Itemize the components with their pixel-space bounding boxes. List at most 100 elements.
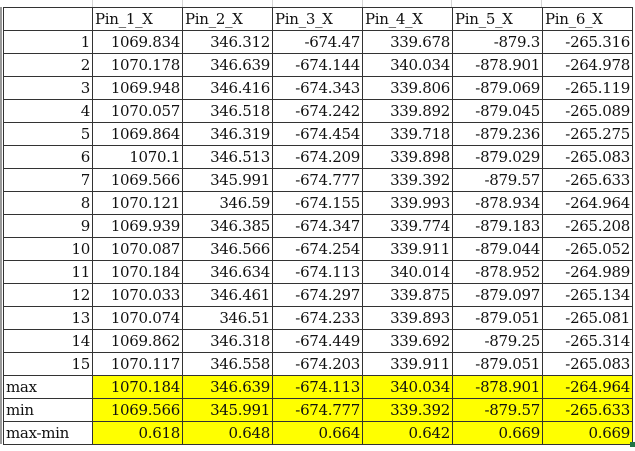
row-label[interactable]: 6: [3, 145, 93, 169]
cell[interactable]: -265.119: [542, 76, 633, 100]
cell[interactable]: 0.669: [452, 421, 543, 445]
column-header[interactable]: Pin_1_X: [92, 7, 183, 31]
cell[interactable]: 339.898: [362, 145, 453, 169]
cell[interactable]: 346.51: [182, 306, 273, 330]
cell[interactable]: 1070.121: [92, 191, 183, 215]
column-header[interactable]: Pin_2_X: [182, 7, 273, 31]
cell[interactable]: 346.513: [182, 145, 273, 169]
cell[interactable]: -674.347: [272, 214, 363, 238]
cell[interactable]: 1069.566: [92, 398, 183, 422]
cell[interactable]: 339.893: [362, 306, 453, 330]
cell[interactable]: 339.774: [362, 214, 453, 238]
row-label[interactable]: 14: [3, 329, 93, 353]
cell[interactable]: 345.991: [182, 398, 273, 422]
cell[interactable]: 339.392: [362, 168, 453, 192]
cell[interactable]: 0.618: [92, 421, 183, 445]
cell[interactable]: 1070.057: [92, 99, 183, 123]
cell[interactable]: 346.634: [182, 260, 273, 284]
cell[interactable]: 0.648: [182, 421, 273, 445]
cell[interactable]: -879.051: [452, 352, 543, 376]
row-label[interactable]: 3: [3, 76, 93, 100]
cell[interactable]: -674.777: [272, 398, 363, 422]
cell[interactable]: 0.664: [272, 421, 363, 445]
row-label[interactable]: max: [3, 375, 93, 399]
cell[interactable]: -265.314: [542, 329, 633, 353]
cell[interactable]: -879.183: [452, 214, 543, 238]
cell[interactable]: 346.59: [182, 191, 273, 215]
cell[interactable]: 346.416: [182, 76, 273, 100]
cell[interactable]: -879.25: [452, 329, 543, 353]
cell[interactable]: 346.385: [182, 214, 273, 238]
cell[interactable]: 1069.566: [92, 168, 183, 192]
cell[interactable]: -265.633: [542, 398, 633, 422]
cell[interactable]: -879.044: [452, 237, 543, 261]
cell[interactable]: -264.964: [542, 375, 633, 399]
cell[interactable]: 340.014: [362, 260, 453, 284]
row-label[interactable]: 7: [3, 168, 93, 192]
cell[interactable]: 339.392: [362, 398, 453, 422]
cell[interactable]: 1069.862: [92, 329, 183, 353]
cell[interactable]: -674.113: [272, 260, 363, 284]
column-header[interactable]: [3, 7, 93, 31]
row-label[interactable]: 12: [3, 283, 93, 307]
cell[interactable]: -265.316: [542, 30, 633, 54]
cell[interactable]: 339.806: [362, 76, 453, 100]
cell[interactable]: -879.097: [452, 283, 543, 307]
cell[interactable]: 1070.033: [92, 283, 183, 307]
cell[interactable]: -674.449: [272, 329, 363, 353]
cell[interactable]: 1069.864: [92, 122, 183, 146]
cell[interactable]: -265.083: [542, 352, 633, 376]
cell[interactable]: 1070.184: [92, 260, 183, 284]
column-header[interactable]: Pin_3_X: [272, 7, 363, 31]
row-label[interactable]: 1: [3, 30, 93, 54]
cell[interactable]: -674.144: [272, 53, 363, 77]
cell[interactable]: 340.034: [362, 53, 453, 77]
cell[interactable]: 1070.1: [92, 145, 183, 169]
cell[interactable]: 346.566: [182, 237, 273, 261]
cell[interactable]: -265.208: [542, 214, 633, 238]
cell[interactable]: 0.642: [362, 421, 453, 445]
cell[interactable]: 339.875: [362, 283, 453, 307]
row-label[interactable]: 2: [3, 53, 93, 77]
cell[interactable]: -674.155: [272, 191, 363, 215]
row-label[interactable]: 5: [3, 122, 93, 146]
cell[interactable]: 339.993: [362, 191, 453, 215]
cell[interactable]: -878.934: [452, 191, 543, 215]
cell[interactable]: -674.454: [272, 122, 363, 146]
cell[interactable]: -674.297: [272, 283, 363, 307]
column-header[interactable]: Pin_6_X: [542, 7, 633, 31]
cell[interactable]: 346.518: [182, 99, 273, 123]
cell[interactable]: 346.461: [182, 283, 273, 307]
cell[interactable]: 1070.184: [92, 375, 183, 399]
cell[interactable]: 339.692: [362, 329, 453, 353]
row-label[interactable]: 15: [3, 352, 93, 376]
cell[interactable]: 339.911: [362, 352, 453, 376]
cell[interactable]: -264.989: [542, 260, 633, 284]
row-label[interactable]: 9: [3, 214, 93, 238]
cell[interactable]: -265.134: [542, 283, 633, 307]
cell[interactable]: -264.964: [542, 191, 633, 215]
cell[interactable]: -674.343: [272, 76, 363, 100]
cell[interactable]: 1069.834: [92, 30, 183, 54]
cell[interactable]: 1070.087: [92, 237, 183, 261]
cell[interactable]: -265.081: [542, 306, 633, 330]
cell[interactable]: -674.254: [272, 237, 363, 261]
cell[interactable]: 340.034: [362, 375, 453, 399]
cell[interactable]: 346.312: [182, 30, 273, 54]
cell[interactable]: -879.3: [452, 30, 543, 54]
row-label[interactable]: 10: [3, 237, 93, 261]
row-label[interactable]: min: [3, 398, 93, 422]
cell[interactable]: 346.319: [182, 122, 273, 146]
cell[interactable]: -674.47: [272, 30, 363, 54]
cell[interactable]: 1070.074: [92, 306, 183, 330]
row-label[interactable]: 13: [3, 306, 93, 330]
cell[interactable]: -674.113: [272, 375, 363, 399]
cell[interactable]: 1070.117: [92, 352, 183, 376]
row-label[interactable]: 4: [3, 99, 93, 123]
row-label[interactable]: max-min: [3, 421, 93, 445]
column-header[interactable]: Pin_5_X: [452, 7, 543, 31]
cell[interactable]: 346.558: [182, 352, 273, 376]
cell[interactable]: -879.57: [452, 168, 543, 192]
cell[interactable]: -879.029: [452, 145, 543, 169]
cell[interactable]: 346.318: [182, 329, 273, 353]
